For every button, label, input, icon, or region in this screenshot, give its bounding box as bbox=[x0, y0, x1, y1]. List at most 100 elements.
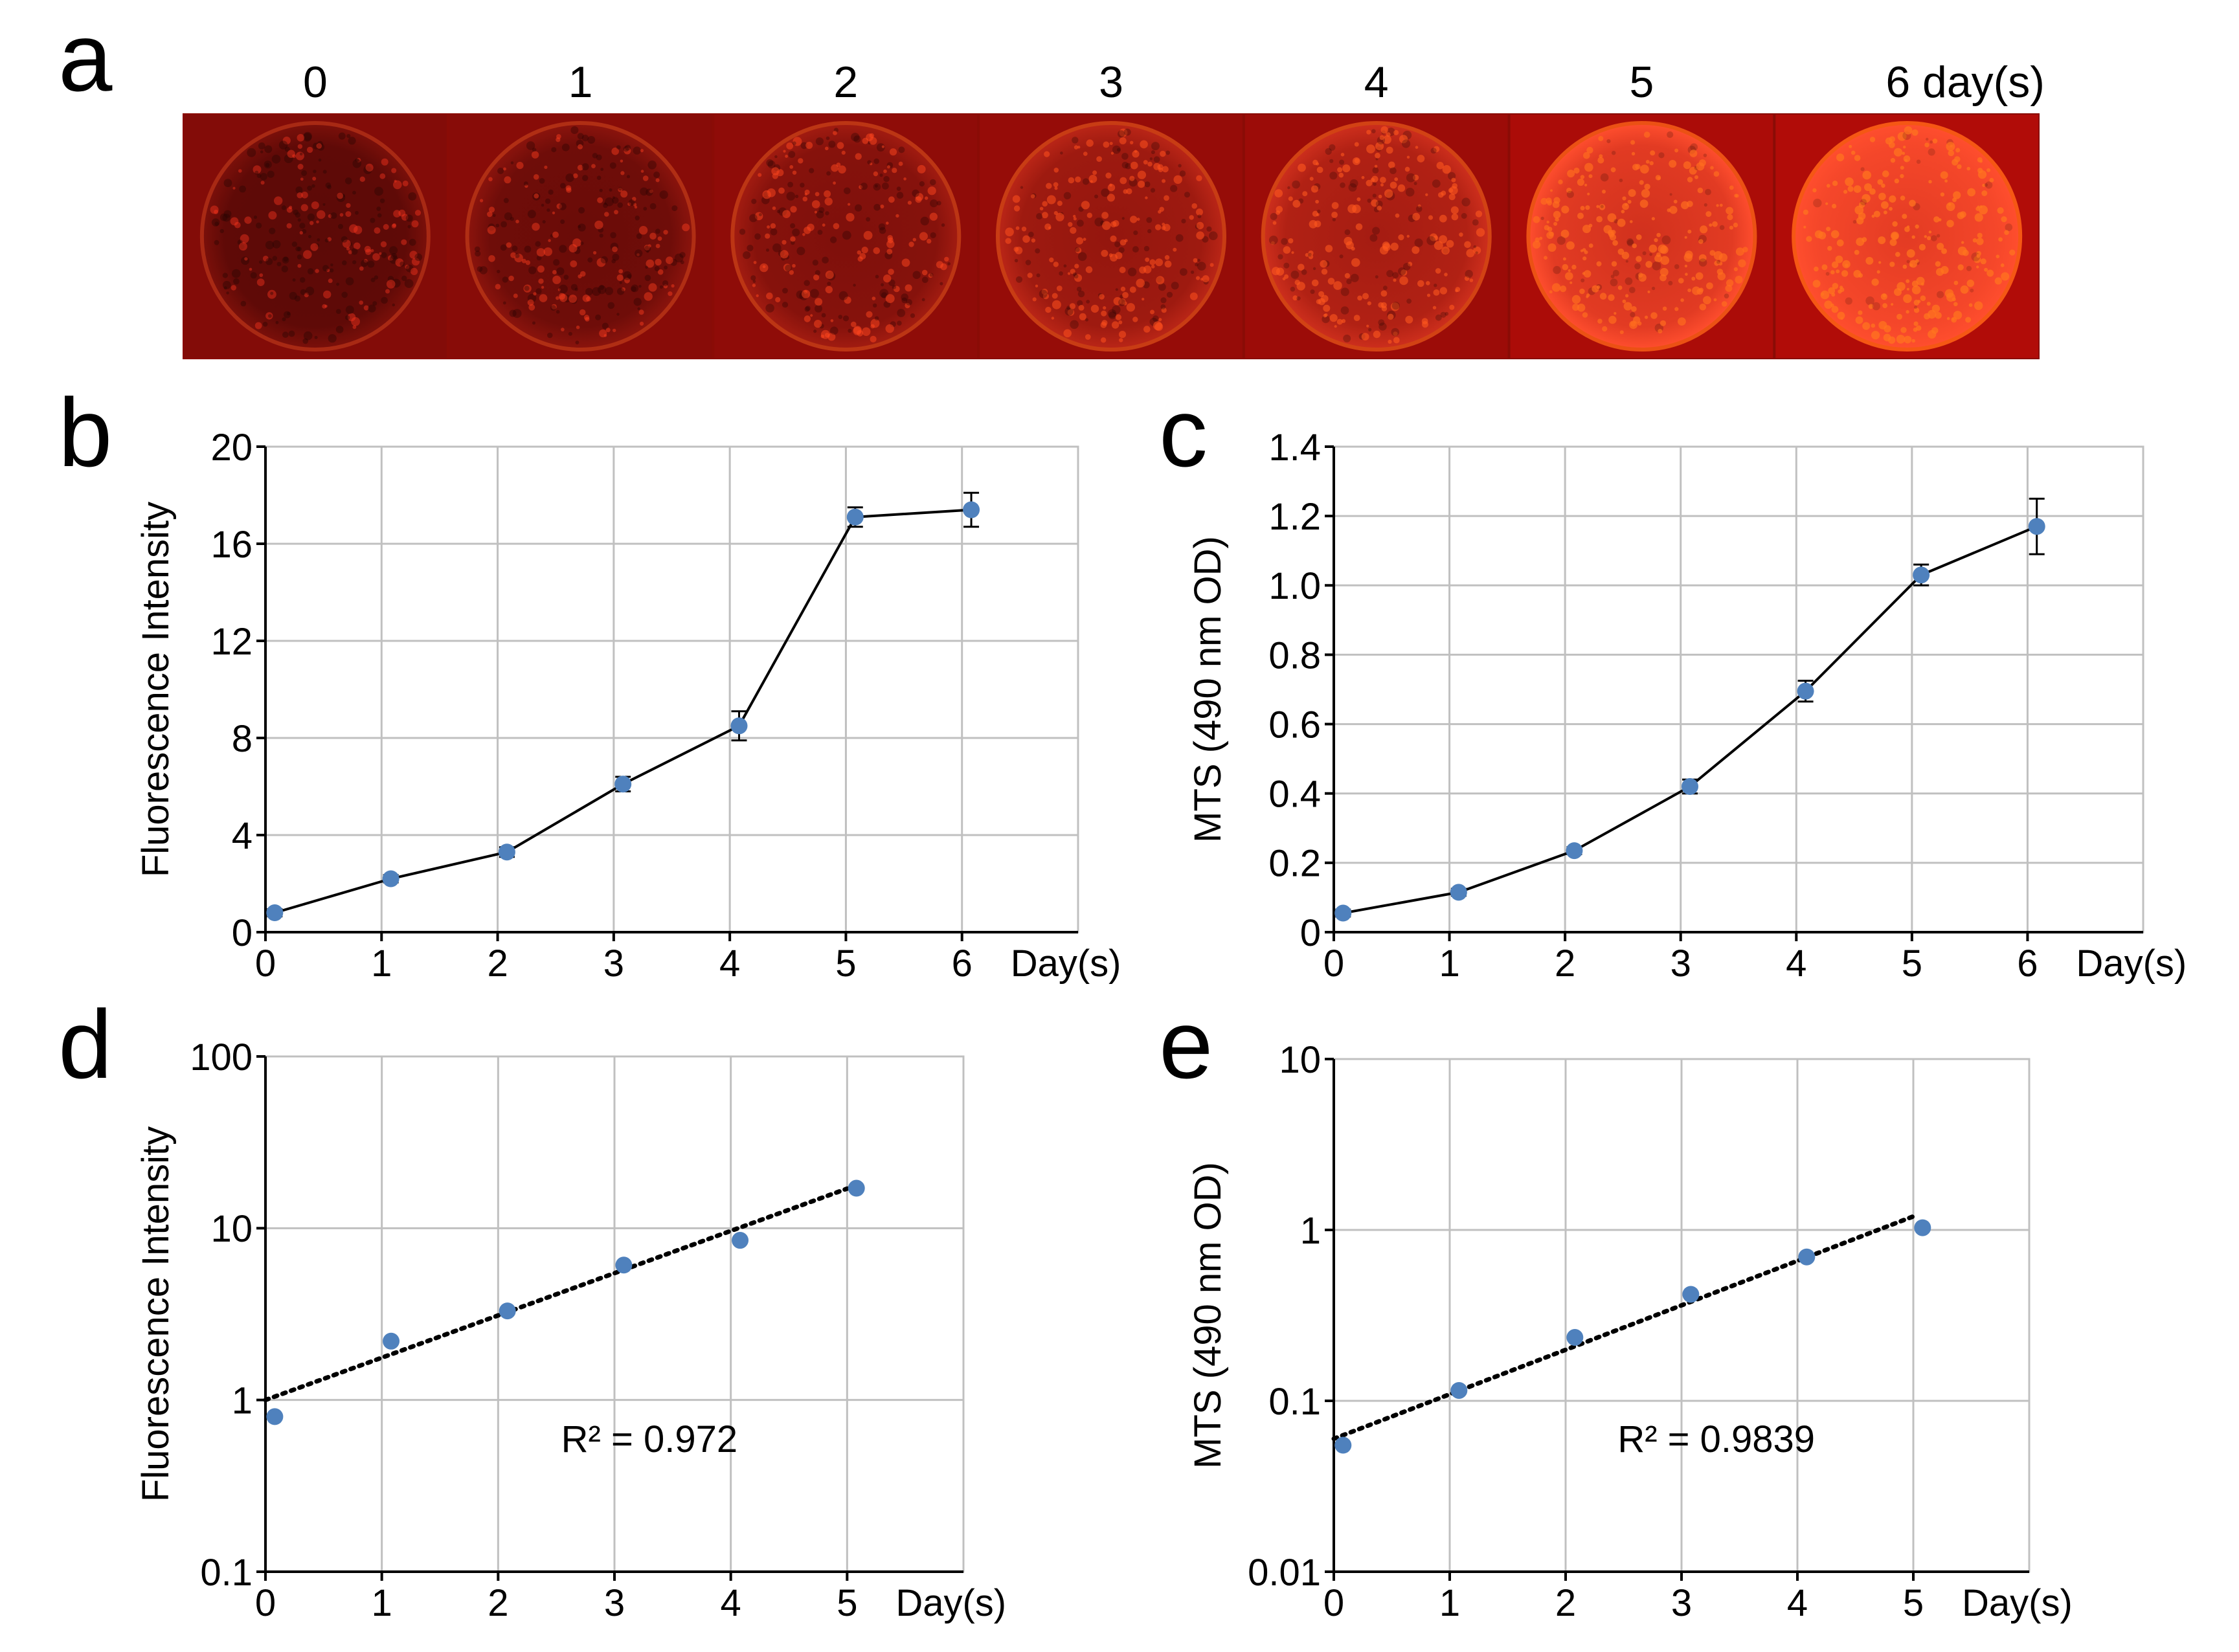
well-speckle bbox=[534, 193, 539, 199]
well-speckle bbox=[851, 321, 857, 328]
well-speckle bbox=[912, 271, 921, 279]
well-speckle bbox=[1996, 254, 2000, 259]
well-speckle bbox=[1079, 313, 1086, 320]
well-speckle bbox=[1845, 177, 1854, 186]
well-speckle bbox=[1691, 276, 1696, 281]
well-speckle bbox=[1533, 216, 1540, 223]
x-tick-label: 3 bbox=[1671, 943, 1691, 985]
well-speckle bbox=[336, 193, 346, 203]
well-speckle bbox=[1938, 218, 1942, 221]
well-speckle bbox=[631, 284, 639, 293]
well-speckle bbox=[214, 221, 219, 227]
well-speckle bbox=[268, 314, 272, 318]
well-speckle bbox=[1210, 263, 1214, 267]
well-speckle bbox=[1162, 223, 1165, 226]
well-0 bbox=[199, 121, 431, 352]
well-speckle bbox=[361, 260, 368, 267]
well-speckle bbox=[1015, 276, 1023, 283]
well-speckle bbox=[283, 256, 289, 262]
well-speckle bbox=[1909, 260, 1917, 268]
well-speckle bbox=[308, 235, 311, 238]
well-speckle bbox=[1714, 260, 1720, 266]
well-speckle bbox=[542, 220, 546, 224]
well-speckle bbox=[774, 155, 778, 159]
well-speckle bbox=[575, 340, 579, 344]
well-speckle bbox=[1165, 150, 1171, 155]
well-speckle bbox=[1966, 279, 1975, 287]
panel-letter-c: c bbox=[1159, 378, 1208, 487]
well-speckle bbox=[326, 269, 330, 273]
well-speckle bbox=[1308, 251, 1314, 256]
well-speckle bbox=[1324, 313, 1328, 317]
trendline bbox=[1331, 1214, 1916, 1442]
well-speckle bbox=[411, 258, 420, 266]
well-speckle bbox=[1658, 152, 1665, 159]
well-speckle bbox=[1684, 236, 1687, 239]
well-speckle bbox=[247, 148, 256, 157]
well-speckle bbox=[1329, 172, 1338, 180]
well-speckle bbox=[552, 270, 557, 274]
well-speckle bbox=[307, 268, 314, 274]
well-speckle bbox=[560, 183, 566, 189]
well-speckle bbox=[1931, 304, 1941, 313]
well-speckle bbox=[646, 188, 653, 196]
well-speckle bbox=[1845, 263, 1849, 267]
well-speckle bbox=[1120, 177, 1127, 184]
well-speckle bbox=[1878, 236, 1886, 245]
well-speckle bbox=[1388, 339, 1392, 344]
well-speckle bbox=[1101, 320, 1108, 326]
well-speckle bbox=[1052, 300, 1061, 309]
data-point bbox=[266, 1408, 284, 1425]
well-speckle bbox=[1375, 200, 1383, 208]
well-speckle bbox=[1673, 199, 1678, 204]
well-speckle bbox=[1625, 294, 1629, 298]
well-speckle bbox=[1459, 232, 1463, 237]
well-speckle bbox=[826, 171, 831, 176]
well-speckle bbox=[1838, 289, 1842, 294]
well-speckle bbox=[1718, 262, 1723, 266]
well-speckle bbox=[1638, 273, 1643, 278]
well-speckle bbox=[404, 279, 414, 288]
well-speckle bbox=[552, 211, 556, 215]
well-speckle bbox=[1464, 241, 1471, 249]
well-speckle bbox=[1871, 331, 1880, 340]
well-speckle bbox=[767, 225, 771, 229]
well-speckle bbox=[1126, 188, 1132, 195]
well-speckle bbox=[833, 223, 840, 230]
well-speckle bbox=[1085, 266, 1093, 273]
well-speckle bbox=[311, 201, 319, 210]
well-speckle bbox=[596, 258, 606, 267]
well-speckle bbox=[804, 193, 807, 196]
well-speckle bbox=[223, 286, 227, 290]
well-speckle bbox=[1826, 184, 1830, 188]
well-speckle bbox=[1684, 264, 1687, 268]
well-speckle bbox=[1877, 179, 1884, 185]
well-speckle bbox=[1021, 227, 1027, 232]
well-speckle bbox=[580, 241, 584, 245]
well-speckle bbox=[532, 321, 535, 325]
well-speckle bbox=[1455, 287, 1461, 292]
well-speckle bbox=[1890, 158, 1896, 163]
well-speckle bbox=[386, 280, 396, 289]
well-speckle bbox=[612, 253, 620, 261]
well-speckle bbox=[1957, 264, 1964, 271]
well-speckle bbox=[1832, 203, 1837, 208]
well-speckle bbox=[1582, 256, 1587, 261]
well-speckle bbox=[1967, 188, 1976, 197]
well-speckle bbox=[1698, 258, 1707, 267]
well-speckle bbox=[1928, 329, 1937, 339]
well-speckle bbox=[1906, 249, 1915, 258]
well-speckle bbox=[539, 178, 545, 184]
well-speckle bbox=[1926, 137, 1929, 141]
well-speckle bbox=[1371, 199, 1378, 207]
well-speckle bbox=[1924, 142, 1930, 148]
well-speckle bbox=[655, 178, 660, 183]
well-speckle bbox=[1134, 150, 1138, 153]
well-speckle bbox=[616, 313, 620, 316]
well-speckle bbox=[1073, 217, 1077, 221]
well-speckle bbox=[1612, 240, 1619, 246]
well-speckle bbox=[1027, 273, 1033, 278]
well-speckle bbox=[1379, 246, 1389, 255]
well-speckle bbox=[1031, 238, 1036, 243]
well-speckle bbox=[1145, 257, 1150, 262]
